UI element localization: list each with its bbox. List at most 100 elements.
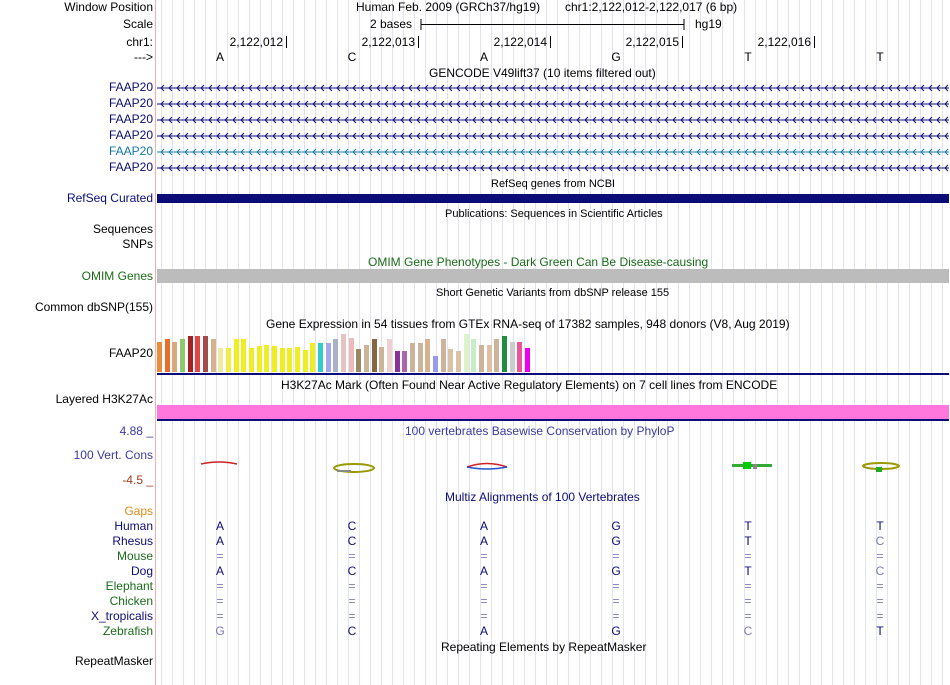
gtex-tissue-bar[interactable] — [433, 356, 438, 372]
refseq-track-title[interactable]: RefSeq genes from NCBI — [491, 178, 616, 190]
h3k27ac-signal[interactable] — [157, 405, 949, 419]
multiz-species-label[interactable]: Mouse — [116, 549, 153, 563]
gtex-tissue-bar[interactable] — [333, 339, 338, 372]
position-text[interactable]: chr1:2,122,012-2,122,017 (6 bp) — [565, 0, 738, 14]
multiz-species-label[interactable]: Zebrafish — [102, 624, 153, 638]
gencode-transcript-line[interactable] — [157, 115, 949, 125]
refseq-gene-bar[interactable] — [157, 194, 949, 203]
gtex-tissue-bar[interactable] — [456, 351, 461, 372]
gencode-track-title[interactable]: GENCODE V49lift37 (10 items filtered out… — [429, 66, 656, 80]
gtex-tissue-bar[interactable] — [517, 342, 522, 372]
multiz-species-label[interactable]: Rhesus — [112, 534, 153, 548]
gtex-tissue-bar[interactable] — [349, 338, 354, 372]
gtex-tissue-bar[interactable] — [188, 336, 193, 372]
multiz-species-label[interactable]: Elephant — [105, 579, 153, 593]
phylop-logos[interactable] — [157, 455, 949, 477]
gtex-tissue-bar[interactable] — [226, 348, 231, 372]
gtex-tissue-bar[interactable] — [387, 339, 392, 372]
gtex-tissue-bar[interactable] — [172, 342, 177, 372]
gencode-transcript-label[interactable]: FAAP20 — [108, 96, 153, 110]
gtex-tissue-bar[interactable] — [241, 339, 246, 372]
multiz-track-title[interactable]: Multiz Alignments of 100 Vertebrates — [445, 490, 640, 504]
phylop-track-label[interactable]: 100 Vert. Cons — [73, 448, 153, 462]
publications-track-title[interactable]: Publications: Sequences in Scientific Ar… — [445, 208, 663, 220]
refseq-track-label[interactable]: RefSeq Curated — [66, 191, 153, 205]
grid-line — [689, 0, 690, 685]
omim-track-label[interactable]: OMIM Genes — [81, 269, 153, 283]
phylop-track-title[interactable]: 100 vertebrates Basewise Conservation by… — [405, 424, 675, 438]
gtex-tissue-bar[interactable] — [303, 350, 308, 372]
gtex-tissue-bar[interactable] — [272, 346, 277, 372]
dbsnp-track-title[interactable]: Short Genetic Variants from dbSNP releas… — [436, 287, 670, 299]
multiz-species-label[interactable]: Chicken — [109, 594, 153, 608]
gtex-tissue-bar[interactable] — [249, 348, 254, 372]
omim-track-title[interactable]: OMIM Gene Phenotypes - Dark Green Can Be… — [368, 255, 709, 269]
gencode-transcript-label[interactable]: FAAP20 — [108, 144, 153, 158]
gtex-tissue-bar[interactable] — [310, 343, 315, 372]
gtex-track-label[interactable]: FAAP20 — [108, 346, 153, 360]
gtex-tissue-bar[interactable] — [356, 349, 361, 372]
gencode-transcript-line[interactable] — [157, 99, 949, 109]
multiz-species-label[interactable]: Dog — [130, 564, 153, 578]
gtex-tissue-bar[interactable] — [502, 336, 507, 372]
gtex-tissue-bar[interactable] — [318, 343, 323, 372]
gtex-tissue-bar[interactable] — [372, 339, 377, 372]
gtex-tissue-bar[interactable] — [479, 345, 484, 372]
alignment-base: T — [744, 519, 752, 533]
multiz-species-label[interactable]: Human — [114, 519, 153, 533]
gtex-tissue-bar[interactable] — [494, 339, 499, 372]
dbsnp-track-label[interactable]: Common dbSNP(155) — [34, 300, 153, 314]
gencode-transcript-line[interactable] — [157, 147, 949, 157]
gtex-track-title[interactable]: Gene Expression in 54 tissues from GTEx … — [266, 317, 790, 331]
repeatmasker-track-label[interactable]: RepeatMasker — [74, 654, 153, 668]
gtex-tissue-bar[interactable] — [425, 339, 430, 372]
gencode-transcript-line[interactable] — [157, 131, 949, 141]
gencode-transcript-line[interactable] — [157, 163, 949, 173]
gencode-transcript-label[interactable]: FAAP20 — [108, 80, 153, 94]
gtex-tissue-bar[interactable] — [180, 339, 185, 372]
omim-phenotype-bar[interactable] — [157, 269, 949, 283]
repeatmasker-track-title[interactable]: Repeating Elements by RepeatMasker — [441, 640, 647, 654]
publications-sequences-label[interactable]: Sequences — [92, 222, 153, 236]
grid-line — [898, 0, 899, 685]
h3k27ac-track-title[interactable]: H3K27Ac Mark (Often Found Near Active Re… — [281, 378, 778, 392]
gtex-tissue-bar[interactable] — [287, 348, 292, 372]
gtex-tissue-bar[interactable] — [257, 346, 262, 372]
gtex-tissue-bar[interactable] — [441, 339, 446, 372]
gtex-tissue-bar[interactable] — [471, 339, 476, 372]
gtex-tissue-bar[interactable] — [157, 342, 162, 372]
multiz-species-label[interactable]: X_tropicalis — [90, 609, 153, 623]
gtex-tissue-bar[interactable] — [264, 345, 269, 372]
gtex-tissue-bar[interactable] — [364, 345, 369, 372]
gtex-tissue-bar[interactable] — [402, 351, 407, 372]
gtex-tissue-bar[interactable] — [295, 347, 300, 372]
grid-line — [854, 0, 855, 685]
grid-line — [557, 0, 558, 685]
h3k27ac-track-label[interactable]: Layered H3K27Ac — [55, 392, 153, 406]
strand-label: ---> — [134, 50, 153, 64]
gtex-tissue-bar[interactable] — [395, 351, 400, 372]
publications-snps-label[interactable]: SNPs — [122, 237, 153, 251]
gtex-tissue-bar[interactable] — [410, 343, 415, 372]
gtex-tissue-bar[interactable] — [487, 345, 492, 372]
gtex-tissue-bar[interactable] — [379, 347, 384, 372]
gencode-transcript-label[interactable]: FAAP20 — [108, 160, 153, 174]
gtex-tissue-bar[interactable] — [448, 349, 453, 372]
gtex-tissue-bar[interactable] — [211, 339, 216, 372]
gtex-tissue-bar[interactable] — [510, 342, 515, 372]
gtex-tissue-bar[interactable] — [341, 334, 346, 372]
gtex-tissue-bar[interactable] — [280, 348, 285, 372]
gencode-transcript-line[interactable] — [157, 83, 949, 93]
alignment-base: = — [348, 594, 356, 608]
gtex-tissue-bar[interactable] — [234, 339, 239, 372]
gtex-tissue-bar[interactable] — [418, 343, 423, 372]
gtex-tissue-bar[interactable] — [464, 334, 469, 372]
gencode-transcript-label[interactable]: FAAP20 — [108, 112, 153, 126]
gtex-tissue-bar[interactable] — [203, 336, 208, 372]
gtex-tissue-bar[interactable] — [525, 348, 530, 372]
gencode-transcript-label[interactable]: FAAP20 — [108, 128, 153, 142]
gtex-tissue-bar[interactable] — [326, 343, 331, 372]
gtex-tissue-bar[interactable] — [195, 336, 200, 372]
gtex-tissue-bar[interactable] — [165, 339, 170, 372]
gtex-tissue-bar[interactable] — [218, 348, 223, 372]
